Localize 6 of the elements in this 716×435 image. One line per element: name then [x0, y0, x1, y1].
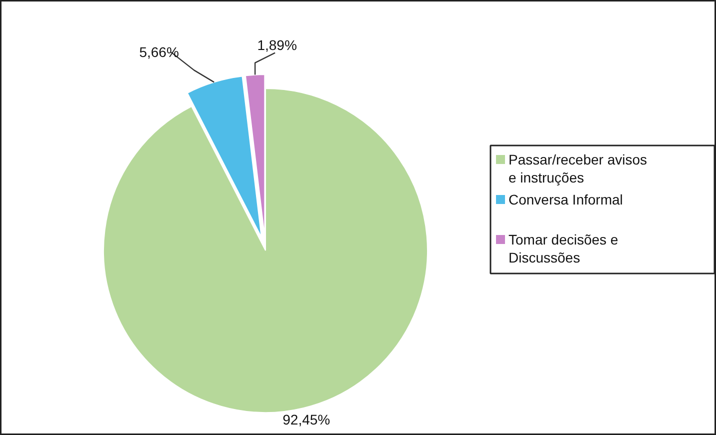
legend-label: Passar/receber avisos e instruções [508, 152, 648, 186]
legend-label: Tomar decisões e Discussões [508, 232, 618, 266]
data-label: 5,66% [139, 44, 179, 60]
data-label: 92,45% [282, 412, 330, 428]
data-label: 1,89% [257, 36, 297, 53]
legend-label: Conversa Informal [508, 192, 623, 208]
